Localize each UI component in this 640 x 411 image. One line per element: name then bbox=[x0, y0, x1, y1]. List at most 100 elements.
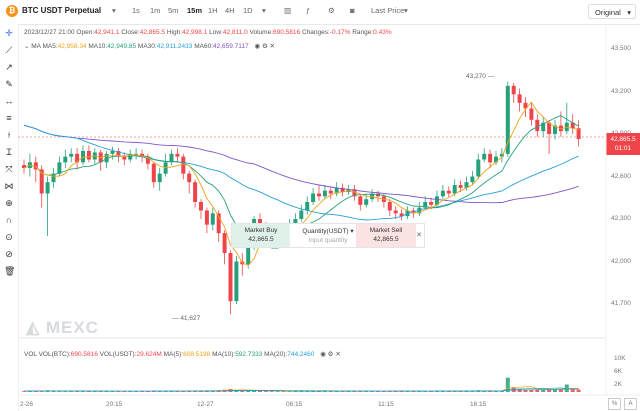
interval-1h[interactable]: 1H bbox=[208, 6, 218, 15]
vol-remove-icon[interactable]: ✕ bbox=[335, 351, 341, 358]
market-buy-label: Market Buy bbox=[244, 227, 278, 234]
interval-4h[interactable]: 4H bbox=[225, 6, 235, 15]
chart-toolbar: ₿ BTC USDT Perpetual ▾ 1s 1m 5m 15m 1H 4… bbox=[0, 0, 640, 25]
volume-bar bbox=[364, 391, 369, 392]
candle-body bbox=[157, 173, 162, 183]
quantity-field[interactable]: Quantity(USDT) ▾ Input quantity bbox=[292, 224, 364, 247]
ma10-value: 42,949.85 bbox=[107, 43, 137, 50]
ma30-line bbox=[23, 124, 579, 221]
quick-trade-panel: Market Buy 42,865.5 Quantity(USDT) ▾ Inp… bbox=[231, 223, 425, 248]
ma-info: ⌄ MA MA5:42,958.34 MA10:42,949.85 MA30:4… bbox=[24, 42, 275, 50]
ma-remove-icon[interactable]: ✕ bbox=[269, 43, 276, 50]
measure-icon[interactable]: ⤧ bbox=[5, 164, 13, 174]
time-tick: 16:15 bbox=[470, 401, 487, 408]
volume-bar bbox=[104, 391, 109, 392]
time-tick: 12-27 bbox=[197, 401, 214, 408]
candle-body bbox=[440, 190, 445, 197]
candle-body bbox=[81, 151, 85, 163]
lock-icon[interactable]: ⊙ bbox=[5, 232, 13, 242]
vol-settings-icon[interactable]: ⚙ bbox=[327, 351, 334, 358]
volume-bar bbox=[352, 391, 357, 392]
zoom-icon[interactable]: ⊕ bbox=[5, 198, 13, 208]
original-view-dropdown-icon: ▾ bbox=[627, 8, 631, 17]
symbol-selector[interactable]: BTC USDT Perpetual bbox=[22, 6, 102, 15]
close-icon[interactable]: ✕ bbox=[416, 232, 422, 239]
hide-icon[interactable]: ⊘ bbox=[5, 249, 13, 259]
ma60-label: MA60: bbox=[194, 43, 213, 50]
candle-body bbox=[364, 199, 369, 205]
price-source-dropdown-icon[interactable]: ▾ bbox=[404, 6, 408, 15]
market-sell-button[interactable]: Market Sell 42,865.5 bbox=[356, 224, 416, 247]
screenshot-icon[interactable]: ◙ bbox=[350, 6, 355, 15]
volume-bar bbox=[376, 391, 380, 392]
candle-body bbox=[57, 162, 62, 174]
market-buy-button[interactable]: Market Buy 42,865.5 bbox=[232, 224, 290, 247]
candle-body bbox=[423, 202, 428, 208]
volume-bar bbox=[33, 391, 38, 392]
time-tick: 2-26 bbox=[20, 401, 34, 408]
auto-scale-button[interactable]: A bbox=[624, 398, 637, 410]
interval-1m[interactable]: 1m bbox=[150, 6, 161, 15]
volume-bar bbox=[570, 389, 575, 392]
chart-type-icon[interactable]: ▥ bbox=[284, 6, 292, 15]
quantity-input[interactable]: Input quantity bbox=[308, 237, 348, 244]
price-source-selector[interactable]: Last Price bbox=[371, 6, 405, 15]
volume-bar bbox=[529, 389, 534, 392]
volume-bar bbox=[340, 391, 345, 392]
candle-body bbox=[222, 233, 227, 253]
scale-toggle-button[interactable]: % bbox=[608, 398, 621, 410]
candle-body bbox=[505, 85, 510, 154]
candle-body bbox=[464, 182, 469, 188]
candle-body bbox=[293, 219, 298, 225]
volume-bar bbox=[328, 391, 333, 392]
candle-body bbox=[228, 253, 233, 302]
interval-1s[interactable]: 1s bbox=[132, 6, 140, 15]
brush-icon[interactable]: ⟊ bbox=[7, 130, 11, 140]
indicators-icon[interactable]: ƒ bbox=[306, 6, 311, 15]
crosshair-icon[interactable]: ✛ bbox=[5, 28, 13, 38]
ma5-value: 42,958.34 bbox=[57, 43, 87, 50]
volume-bar bbox=[75, 391, 80, 392]
pattern-icon[interactable]: ⋈ bbox=[4, 181, 14, 191]
volume-bar bbox=[163, 391, 168, 392]
volume-bar bbox=[523, 389, 528, 392]
symbol-dropdown-icon[interactable]: ▾ bbox=[112, 6, 116, 15]
volume-bar bbox=[263, 391, 268, 392]
volume-bar bbox=[558, 389, 563, 392]
fib-icon[interactable]: ≡ bbox=[6, 113, 12, 123]
pen-icon[interactable]: ✎ bbox=[5, 79, 13, 89]
volume-bar bbox=[511, 387, 516, 392]
trash-icon[interactable]: 🗑 bbox=[4, 266, 16, 276]
interval-5m[interactable]: 5m bbox=[168, 6, 179, 15]
ma-collapse-icon[interactable]: ⌄ bbox=[24, 43, 30, 50]
candle-body bbox=[116, 151, 121, 157]
volume-bar bbox=[299, 390, 304, 392]
market-sell-label: Market Sell bbox=[369, 227, 403, 234]
volume-bar bbox=[69, 391, 74, 392]
candle-body bbox=[204, 210, 209, 225]
ma-visibility-icon[interactable]: ◉ bbox=[254, 43, 261, 50]
low-label: Low: bbox=[209, 29, 223, 36]
ray-icon[interactable]: ↗ bbox=[5, 62, 13, 72]
trend-line-icon[interactable]: ⟋ bbox=[5, 45, 13, 55]
volume-value: 690.5816 bbox=[273, 29, 301, 36]
candle-body bbox=[63, 156, 68, 163]
interval-1d[interactable]: 1D bbox=[243, 6, 253, 15]
drawing-toolbar: ✛ ⟋ ↗ ✎ ↔ ≡ ⟊ Ɪ ⤧ ⋈ ⊕ ∩ ⊙ ⊘ 🗑 bbox=[0, 24, 19, 411]
text-icon[interactable]: Ɪ bbox=[6, 147, 12, 157]
vol-visibility-icon[interactable]: ◉ bbox=[320, 351, 326, 358]
ohlc-info: 2023/12/27 21:00 Open:42,941.1 Close:42,… bbox=[24, 29, 392, 36]
original-view-selector[interactable]: Original ▾ bbox=[588, 4, 636, 19]
candle-body bbox=[69, 153, 74, 157]
changes-value: -0.17% bbox=[329, 29, 351, 36]
high-label: High: bbox=[166, 29, 183, 36]
more-intervals-icon[interactable]: ▾ bbox=[262, 6, 266, 15]
magnet-icon[interactable]: ∩ bbox=[5, 215, 13, 225]
settings-icon[interactable]: ⚙ bbox=[328, 6, 335, 15]
interval-15m[interactable]: 15m bbox=[187, 6, 203, 15]
mexc-watermark: ◭ MEXC bbox=[26, 318, 99, 338]
ma-settings-icon[interactable]: ⚙ bbox=[261, 43, 268, 50]
open-label: Open: bbox=[76, 29, 95, 36]
horizontal-line-icon[interactable]: ↔ bbox=[4, 96, 14, 106]
